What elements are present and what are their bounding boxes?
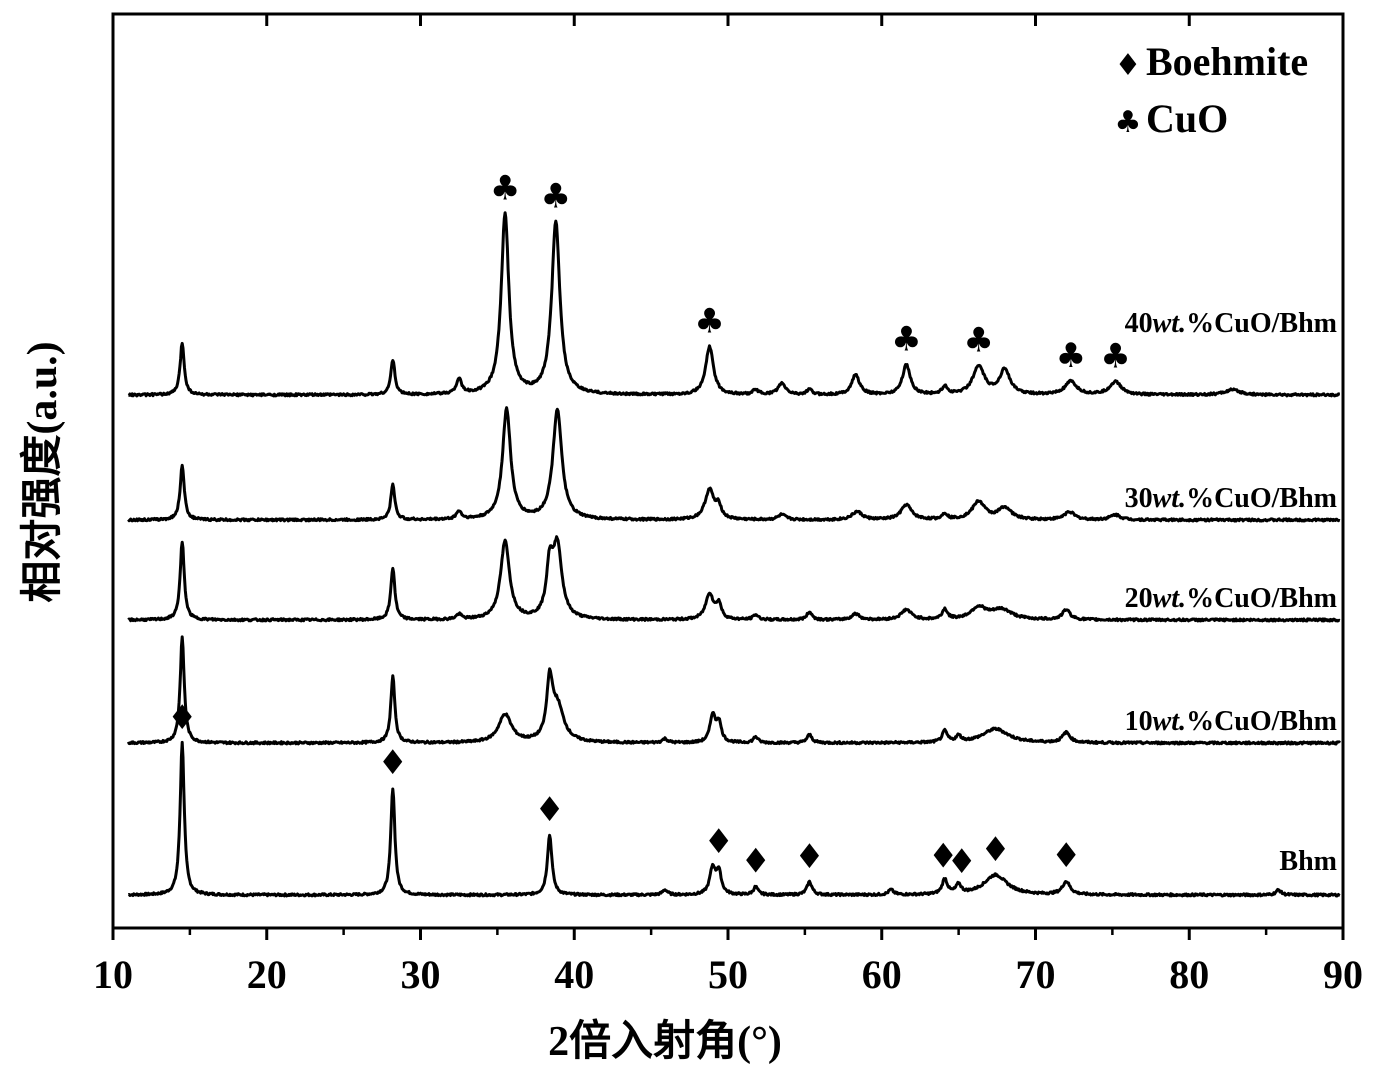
legend-club-icon: ♣ <box>1115 105 1142 140</box>
x-tick-label: 50 <box>708 952 748 997</box>
series-label: Bhm <box>1279 846 1337 877</box>
boehmite-marker: ♦ <box>378 743 408 783</box>
x-axis-title: 2倍入射角(°) <box>548 1018 782 1065</box>
boehmite-marker: ♦ <box>704 822 734 862</box>
legend-diamond-icon: ♦ <box>1115 48 1142 83</box>
boehmite-marker: ♦ <box>167 698 197 738</box>
series-label-part: wt. <box>1153 706 1186 737</box>
series-label: 30wt.%CuO/Bhm <box>1125 483 1337 514</box>
boehmite-marker: ♦ <box>794 837 824 877</box>
series-label-part: %CuO/Bhm <box>1186 308 1337 339</box>
boehmite-marker: ♦ <box>534 790 564 830</box>
peak-markers: ♦♦♦♦♦♦♦♦♦♦♣♣♣♣♣♣♣ <box>167 168 1131 882</box>
boehmite-marker: ♦ <box>980 830 1010 870</box>
series-label-part: wt. <box>1153 583 1186 614</box>
series-label-part: %CuO/Bhm <box>1186 583 1337 614</box>
series-label-part: %CuO/Bhm <box>1186 483 1337 514</box>
series-label-part: 40 <box>1125 308 1153 339</box>
series-label: 10wt.%CuO/Bhm <box>1125 706 1337 737</box>
trace-bhm <box>128 742 1340 896</box>
cuo-marker: ♣ <box>1100 337 1130 377</box>
x-tick-label: 30 <box>401 952 441 997</box>
series-label-part: 20 <box>1125 583 1153 614</box>
x-tick-label: 90 <box>1323 952 1363 997</box>
cuo-marker: ♣ <box>1056 336 1086 376</box>
series-label-part: wt. <box>1153 308 1186 339</box>
boehmite-marker: ♦ <box>946 842 976 882</box>
x-tick-label: 10 <box>93 952 133 997</box>
legend-label: Boehmite <box>1146 39 1308 84</box>
series-label-part: Bhm <box>1279 846 1337 877</box>
series-label-part: 30 <box>1125 483 1153 514</box>
series-label: 40wt.%CuO/Bhm <box>1125 308 1337 339</box>
cuo-marker: ♣ <box>963 320 993 360</box>
boehmite-marker: ♦ <box>1051 836 1081 876</box>
x-tick-label: 20 <box>247 952 287 997</box>
trace-40wt-cuo-bhm <box>128 213 1340 396</box>
cuo-marker: ♣ <box>891 319 921 359</box>
cuo-marker: ♣ <box>541 176 571 216</box>
x-tick-label: 80 <box>1169 952 1209 997</box>
series-label: 20wt.%CuO/Bhm <box>1125 583 1337 614</box>
series-label-part: %CuO/Bhm <box>1186 706 1337 737</box>
cuo-marker: ♣ <box>694 302 724 342</box>
x-tick-label: 40 <box>554 952 594 997</box>
y-axis-title: 相对强度(a.u.) <box>19 341 66 602</box>
legend-label: CuO <box>1146 96 1228 141</box>
series-label-part: 10 <box>1125 706 1153 737</box>
series-label-part: wt. <box>1153 483 1186 514</box>
x-tick-label: 60 <box>862 952 902 997</box>
legend: ♦Boehmite♣CuO <box>1115 39 1309 141</box>
x-tick-label: 70 <box>1016 952 1056 997</box>
boehmite-marker: ♦ <box>740 842 770 882</box>
plot-frame <box>113 14 1343 928</box>
cuo-marker: ♣ <box>490 168 520 208</box>
